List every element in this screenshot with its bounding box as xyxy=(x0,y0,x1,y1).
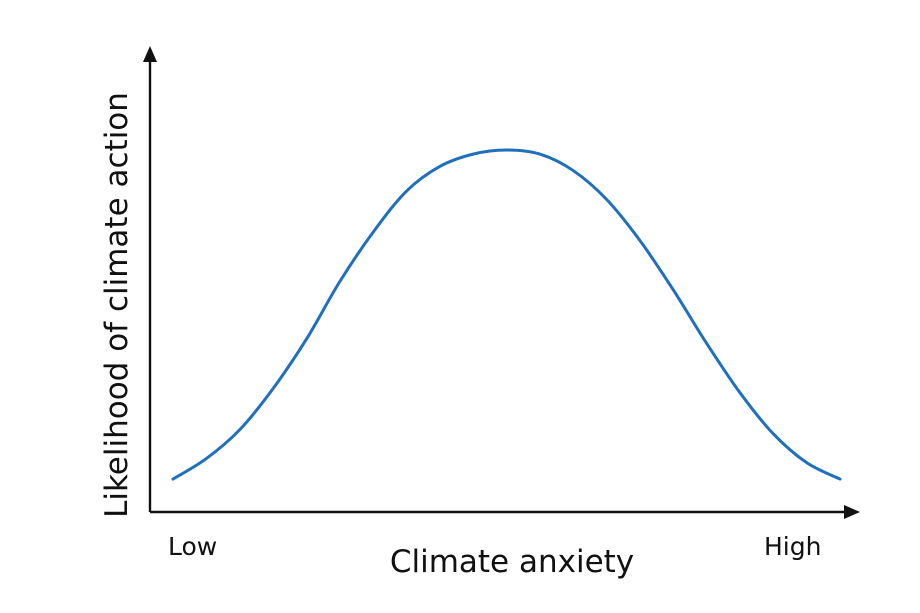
series-line xyxy=(171,148,842,481)
plot-area: Low High Climate anxiety Likelihood of c… xyxy=(99,46,860,580)
y-axis-arrow xyxy=(143,46,157,62)
x-tick-label-low: Low xyxy=(168,532,217,561)
x-tick-label-high: High xyxy=(764,532,821,561)
x-axis-title: Climate anxiety xyxy=(390,544,634,580)
y-axis-title: Likelihood of climate action xyxy=(99,92,135,518)
x-axis-arrow xyxy=(844,505,860,519)
